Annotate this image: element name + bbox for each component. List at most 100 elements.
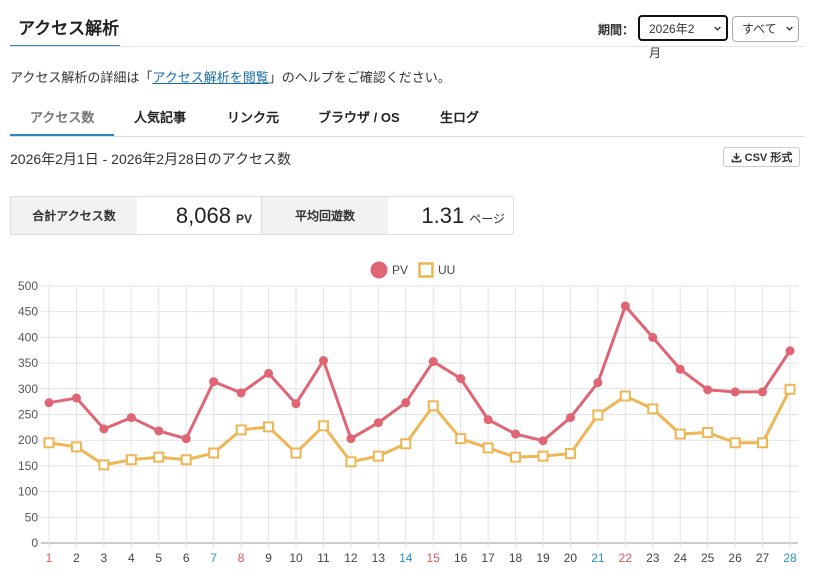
data-point-uu [125,454,137,466]
summary-stats: 合計アクセス数 8,068 PV 平均回遊数 1.31 ページ [10,196,514,235]
y-tick-label: 200 [18,433,38,447]
avg-pages-label: 平均回遊数 [261,197,388,234]
x-tick-label: 8 [238,551,245,565]
data-point-uu [592,409,604,421]
tab-divider [10,136,805,137]
x-tick-label: 11 [317,551,330,565]
data-point-pv [318,356,328,366]
data-point-pv [538,436,548,446]
data-point-uu [674,428,686,440]
x-tick-label: 22 [619,551,633,565]
data-point-uu [427,400,439,412]
month-select[interactable]: 2026年2月 [638,15,728,60]
data-point-pv [703,385,713,395]
data-point-uu [729,437,741,449]
x-tick-label: 3 [101,551,108,565]
data-point-pv [758,387,768,397]
x-tick-label: 13 [372,551,386,565]
help-link[interactable]: アクセス解析を閲覧 [152,70,269,85]
data-point-pv [565,413,575,423]
help-prefix: アクセス解析の詳細は「 [10,70,153,85]
data-point-uu [208,447,220,459]
tab-popular-articles[interactable]: 人気記事 [134,110,187,125]
csv-download-button[interactable]: CSV 形式 [723,147,800,167]
data-point-pv [154,426,164,436]
x-tick-label: 18 [509,551,523,565]
active-tab-indicator [10,134,114,137]
y-tick-label: 400 [18,330,38,344]
data-point-uu [647,403,659,415]
scope-select[interactable]: すべて [732,16,799,42]
x-tick-label: 23 [646,551,660,565]
legend-swatch-uu [418,262,434,278]
series-line-uu [48,388,792,467]
data-point-uu [400,438,412,450]
avg-pages-number: 1.31 [421,202,465,228]
legend-swatch-pv [370,261,388,279]
data-point-uu [537,450,549,462]
tab-browser-os[interactable]: ブラウザ / OS [318,110,400,125]
date-range-heading: 2026年2月1日 - 2026年2月28日のアクセス数 [10,151,291,167]
y-tick-label: 250 [18,408,38,422]
data-point-pv [456,374,466,384]
x-tick-label: 24 [674,551,688,565]
title-divider [10,46,805,47]
x-tick-label: 4 [128,551,135,565]
data-point-uu [345,456,357,468]
chevron-down-icon [786,26,793,31]
tab-access-count[interactable]: アクセス数 [30,110,95,125]
x-tick-label: 12 [344,551,358,565]
data-point-uu [263,421,275,433]
month-select-value: 2026年2月 [649,22,695,60]
x-tick-label: 2 [73,551,80,565]
y-tick-label: 50 [25,510,39,524]
y-tick-label: 100 [18,485,38,499]
legend-label-uu: UU [438,263,456,277]
data-point-pv [71,393,81,403]
data-point-pv [346,434,356,444]
tab-raw-log[interactable]: 生ログ [440,110,480,125]
total-access-value: 8,068 PV [137,197,261,234]
page-title: アクセス解析 [18,19,120,38]
x-tick-label: 7 [210,551,217,565]
data-point-pv [209,377,219,387]
total-access-number: 8,068 [175,202,231,228]
data-point-pv [126,413,136,423]
data-point-uu [98,459,110,471]
chart-legend: PV UU [370,261,465,279]
x-tick-label: 16 [454,551,468,565]
x-tick-label: 27 [756,551,770,565]
data-point-uu [317,420,329,432]
x-tick-label: 14 [399,551,413,565]
data-point-uu [757,437,769,449]
series-line-pv [48,304,792,443]
data-point-uu [70,441,82,453]
data-point-pv [264,368,274,378]
data-point-uu [180,454,192,466]
data-point-pv [620,301,630,311]
x-tick-label: 19 [536,551,550,565]
data-point-pv [730,387,740,397]
x-tick-label: 28 [783,551,797,565]
x-tick-label: 17 [481,551,495,565]
data-point-pv [428,357,438,367]
data-point-uu [784,383,796,395]
tab-referrers[interactable]: リンク元 [227,110,280,125]
y-tick-label: 0 [31,536,38,550]
data-point-uu [290,447,302,459]
y-tick-label: 500 [18,280,38,293]
x-tick-label: 15 [427,551,441,565]
y-tick-label: 350 [18,356,38,370]
legend-item-pv[interactable]: PV [370,261,408,279]
download-icon [731,152,742,162]
data-point-pv [181,434,191,444]
data-point-uu [482,442,494,454]
x-tick-label: 6 [183,551,190,565]
period-label: 期間： [598,23,635,37]
x-tick-label: 25 [701,551,715,565]
help-text: アクセス解析の詳細は「アクセス解析を閲覧」のヘルプをご確認ください。 [10,67,451,86]
data-point-uu [235,424,247,436]
legend-item-uu[interactable]: UU [418,262,455,278]
x-tick-label: 21 [591,551,605,565]
legend-label-pv: PV [392,263,409,277]
